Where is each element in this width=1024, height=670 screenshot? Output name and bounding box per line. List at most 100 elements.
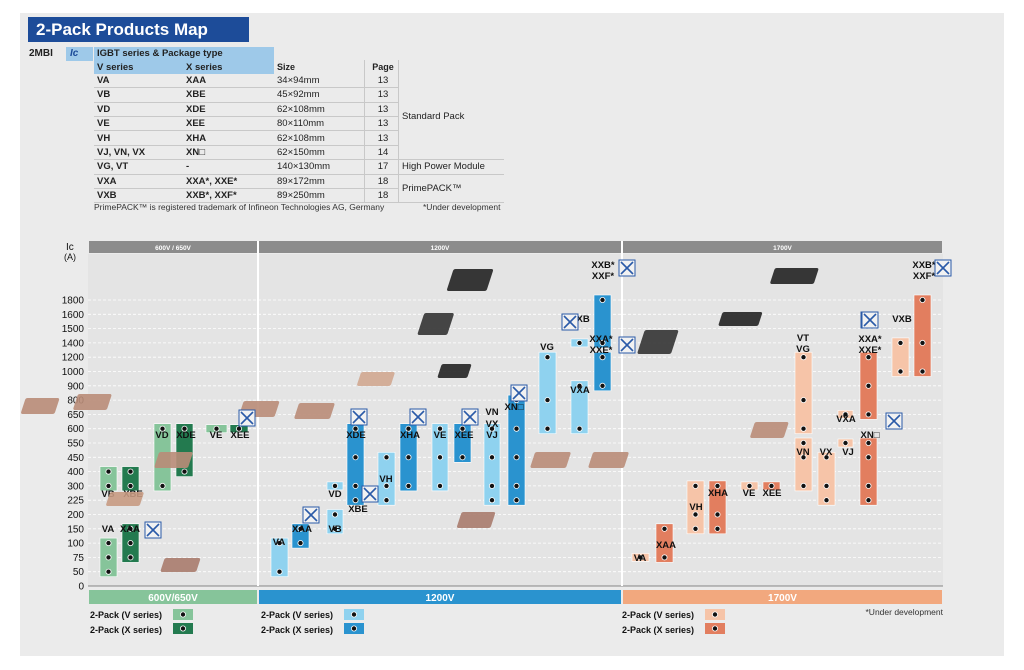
legend-v-label: 2-Pack (V series) xyxy=(261,610,333,620)
data-point xyxy=(297,525,304,532)
bar-vxa xyxy=(570,380,589,434)
bar-label: VD xyxy=(328,489,341,500)
data-point xyxy=(865,482,872,489)
data-point xyxy=(436,425,443,432)
table-header: IGBT series & Package type xyxy=(94,47,274,61)
table-cell-page: 13 xyxy=(364,73,399,89)
table-cell-v: VXA xyxy=(94,174,183,189)
table-cell-size: 45×92mm xyxy=(274,87,365,103)
under-development-icon xyxy=(885,412,903,430)
package-image xyxy=(456,512,496,528)
ic-label: Ic xyxy=(66,47,93,61)
dev-icon-stroke xyxy=(887,414,901,428)
bar-label: XHA xyxy=(400,430,420,441)
legend-x-dot xyxy=(350,625,357,632)
dev-icon-stroke xyxy=(363,487,377,501)
bar-label: VX xyxy=(820,447,833,458)
bar-label: VX xyxy=(486,419,499,430)
data-point xyxy=(865,382,872,389)
bar-label: XEE xyxy=(762,488,781,499)
data-point xyxy=(513,425,520,432)
bar-label: XXB* xyxy=(912,260,936,271)
bar-vh xyxy=(377,451,396,506)
data-point xyxy=(276,540,283,547)
bar-label: XDE xyxy=(176,430,196,441)
bar-label: VXA xyxy=(836,414,856,425)
package-image xyxy=(73,394,112,410)
data-point xyxy=(352,425,359,432)
package-image xyxy=(588,452,629,468)
dev-icon-stroke xyxy=(620,261,634,275)
data-point xyxy=(865,497,872,504)
dev-icon-stroke xyxy=(352,410,366,424)
data-point xyxy=(352,482,359,489)
data-point xyxy=(127,554,134,561)
bar-label: XAA xyxy=(292,524,312,535)
data-point xyxy=(127,540,134,547)
data-point xyxy=(544,397,551,404)
table-cell-x: XXB*, XXF* xyxy=(183,188,274,204)
table-group-label: High Power Module xyxy=(398,159,504,175)
bar-label: XEE xyxy=(230,430,249,441)
table-cell-size: 34×94mm xyxy=(274,73,365,89)
y-tick-label: 100 xyxy=(67,539,84,550)
bar-label: VA xyxy=(102,524,115,535)
data-point xyxy=(159,425,166,432)
data-point xyxy=(661,554,668,561)
data-point xyxy=(105,540,112,547)
data-point xyxy=(919,339,926,346)
data-point xyxy=(599,339,606,346)
bar-label: VG xyxy=(796,344,810,355)
data-point xyxy=(488,497,495,504)
legend-x-label: 2-Pack (X series) xyxy=(261,625,333,635)
data-point xyxy=(105,554,112,561)
series-code: 2MBI xyxy=(29,48,53,59)
data-point xyxy=(599,354,606,361)
table-row: VG, VT -140×130mm 17 High Power Module xyxy=(94,159,504,175)
table-cell-x: XAA xyxy=(183,73,274,89)
col-v-series: V series xyxy=(94,60,183,74)
bar-vg xyxy=(538,351,557,435)
y-tick-label: 150 xyxy=(67,524,84,535)
data-point xyxy=(800,439,807,446)
dev-icon-stroke xyxy=(620,338,634,352)
bar-vb xyxy=(99,466,118,492)
bar-label: VE xyxy=(434,430,447,441)
data-point xyxy=(488,454,495,461)
package-image xyxy=(106,492,144,506)
bar-label: XAA xyxy=(120,524,140,535)
table-row: VXB XXB*, XXF* 89×250mm 18 xyxy=(94,188,504,204)
under-development-icon xyxy=(461,408,479,426)
dev-icon-stroke xyxy=(863,313,877,327)
table-cell-size: 80×110mm xyxy=(274,116,365,132)
voltage-footer xyxy=(89,590,257,604)
package-image xyxy=(154,452,193,468)
y-axis-unit: (A) xyxy=(64,252,76,262)
table-cell-size: 89×172mm xyxy=(274,174,365,189)
table-cell-page: 18 xyxy=(364,188,399,204)
y-tick-label: 1800 xyxy=(62,296,85,307)
data-point xyxy=(405,482,412,489)
data-point xyxy=(544,354,551,361)
data-point xyxy=(352,454,359,461)
data-point xyxy=(383,497,390,504)
data-point xyxy=(488,482,495,489)
data-point xyxy=(213,425,220,432)
under-development-icon xyxy=(144,521,162,539)
y-tick-label: 550 xyxy=(67,439,84,450)
bar-vx xyxy=(817,451,836,506)
bar-label: XN□ xyxy=(861,430,880,441)
data-point xyxy=(576,339,583,346)
bar-xaa xyxy=(291,523,310,549)
bar-xaa xyxy=(655,523,674,563)
bar-vg xyxy=(794,351,813,435)
bar-label: VH xyxy=(689,502,702,513)
table-row: VB XBE 45×92mm 13 xyxy=(94,87,504,103)
data-point xyxy=(919,368,926,375)
package-image xyxy=(770,268,819,284)
data-point xyxy=(800,354,807,361)
legend-v-label: 2-Pack (V series) xyxy=(622,610,694,620)
table-cell-size: 62×108mm xyxy=(274,102,365,117)
legend-x-dot xyxy=(712,625,719,632)
under-development-icon xyxy=(934,259,952,277)
